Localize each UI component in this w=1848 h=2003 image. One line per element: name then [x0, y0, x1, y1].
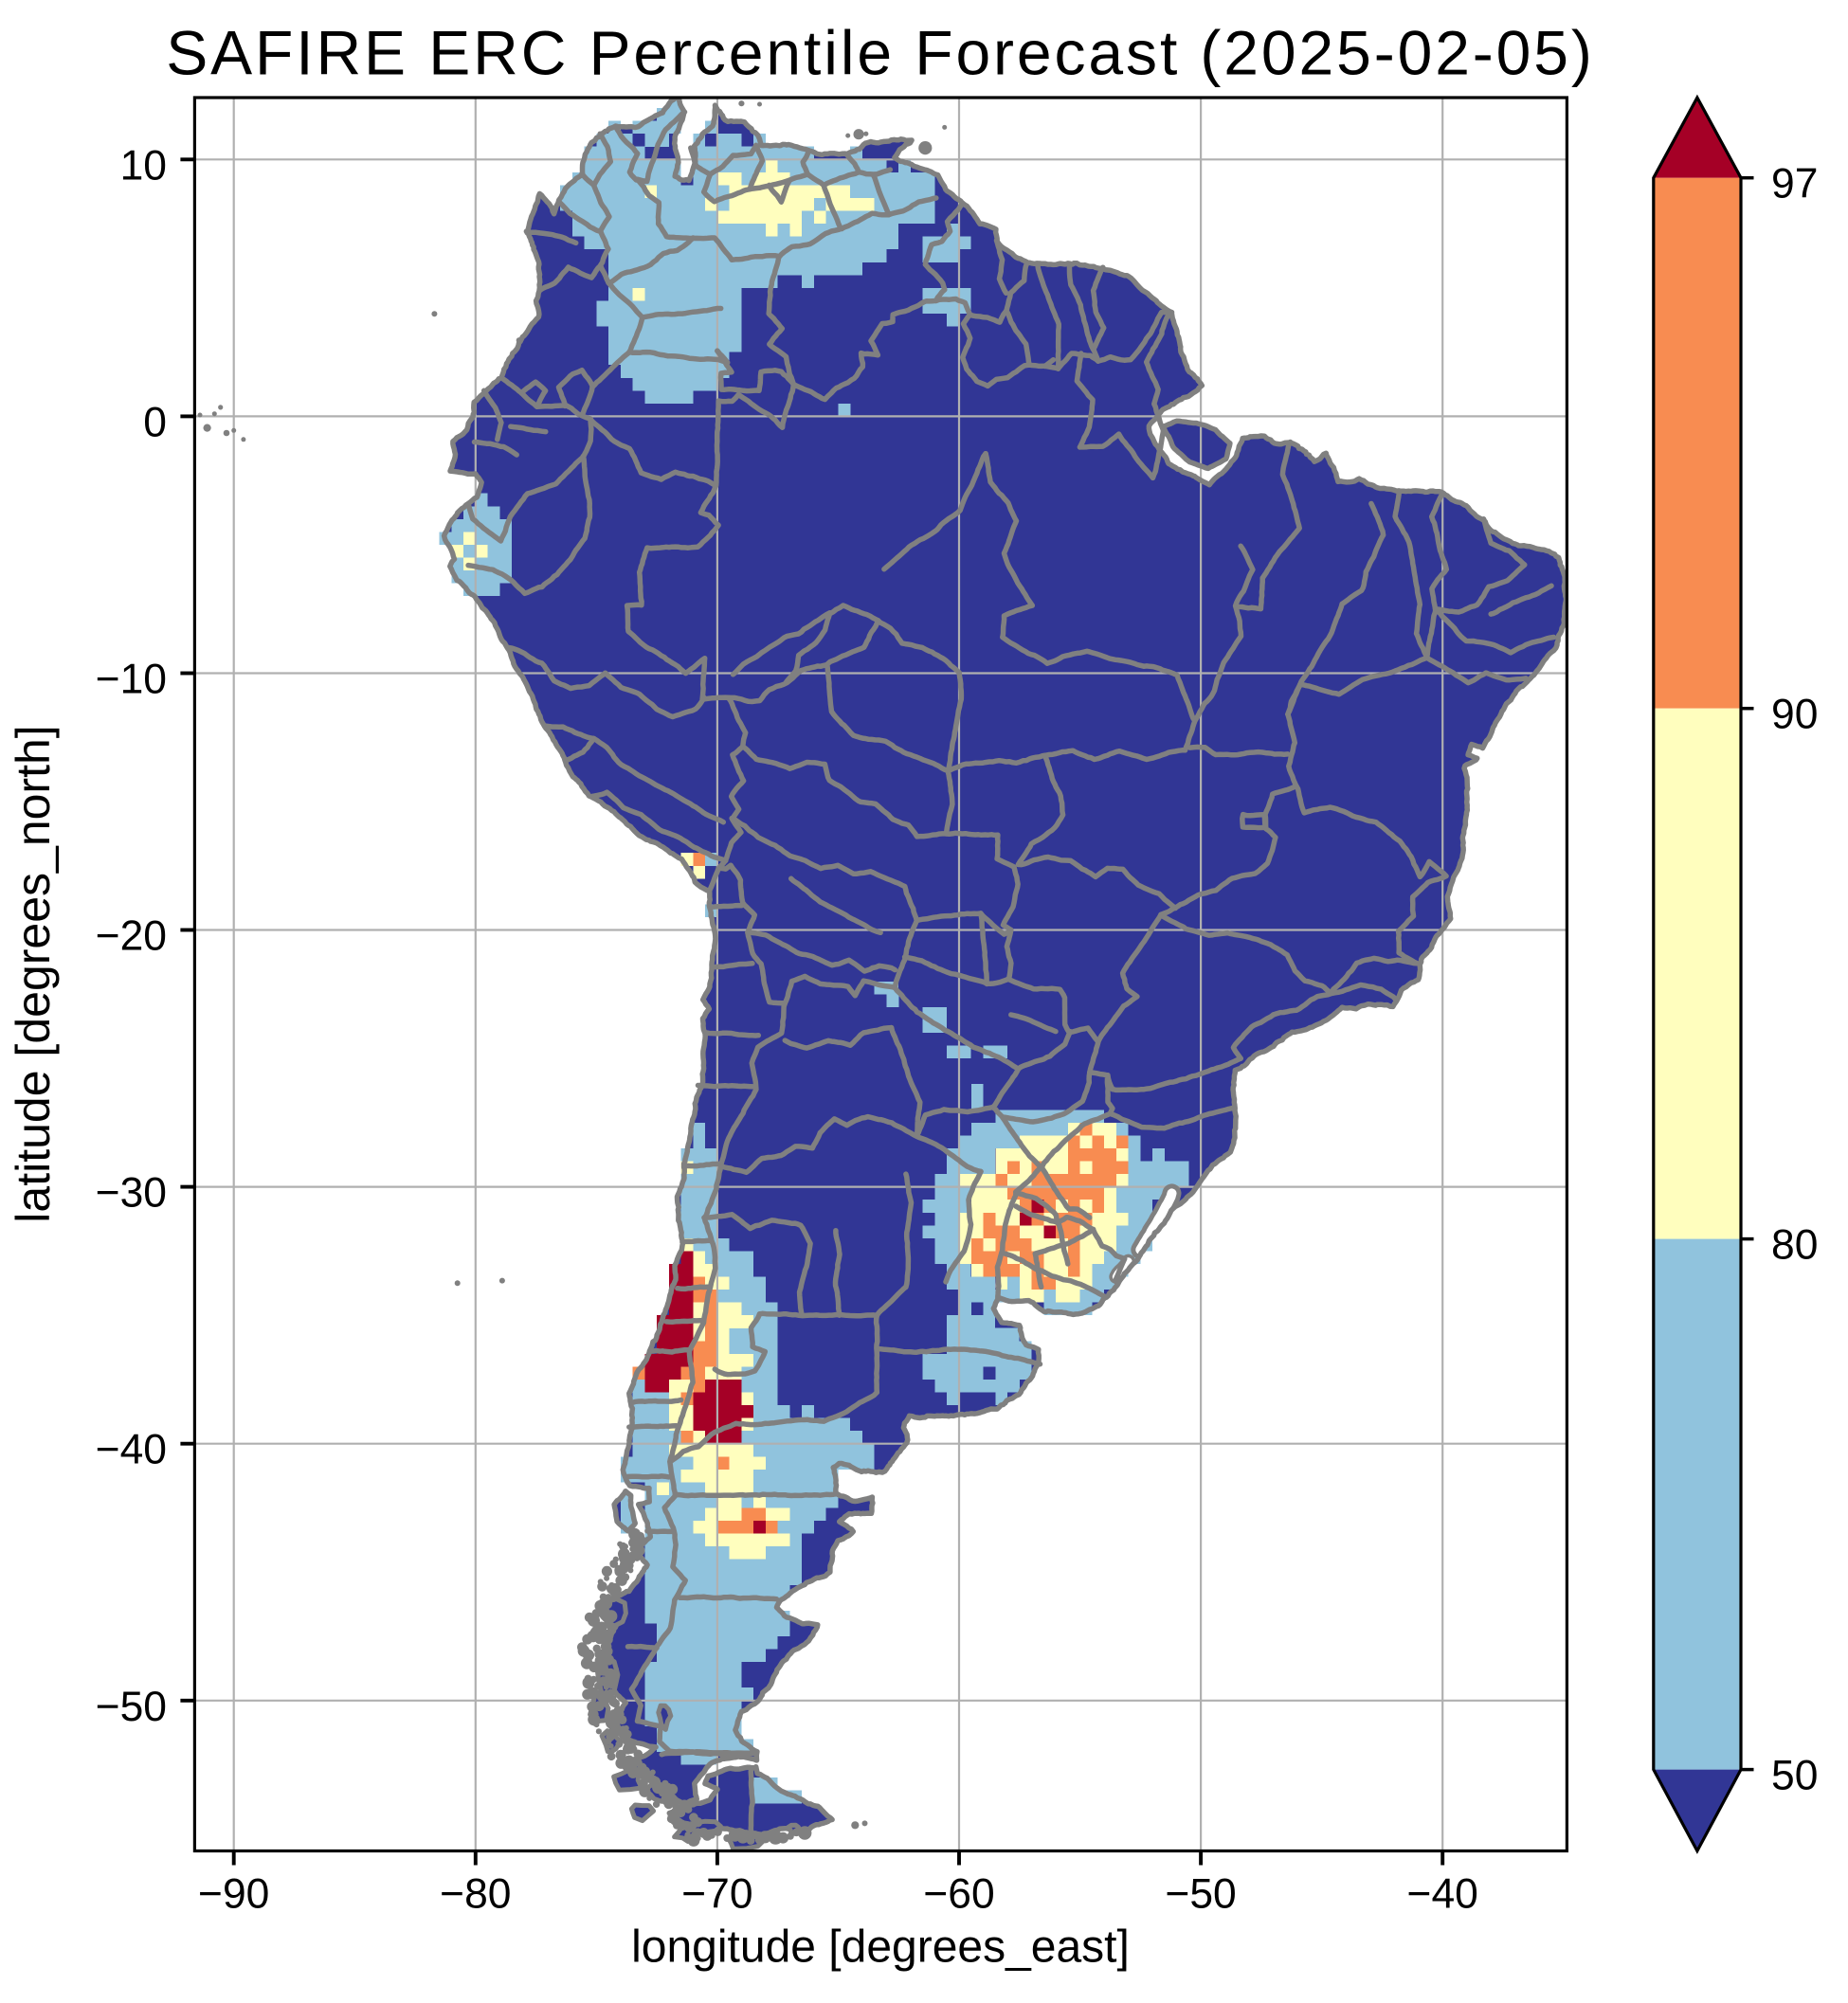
svg-text:−80: −80 — [440, 1871, 511, 1918]
svg-text:latitude [degrees_north]: latitude [degrees_north] — [7, 725, 60, 1222]
svg-text:−90: −90 — [198, 1871, 269, 1918]
svg-text:−60: −60 — [923, 1871, 994, 1918]
svg-text:−40: −40 — [96, 1427, 167, 1473]
svg-text:90: 90 — [1771, 692, 1818, 738]
svg-text:80: 80 — [1771, 1222, 1818, 1269]
svg-text:0: 0 — [143, 399, 167, 445]
svg-text:longitude [degrees_east]: longitude [degrees_east] — [631, 1922, 1130, 1973]
svg-text:−50: −50 — [96, 1684, 167, 1730]
svg-text:50: 50 — [1771, 1753, 1818, 1799]
svg-text:97: 97 — [1771, 161, 1818, 208]
svg-text:10: 10 — [120, 142, 167, 189]
svg-text:−30: −30 — [96, 1170, 167, 1217]
svg-text:−20: −20 — [96, 913, 167, 960]
svg-text:−50: −50 — [1165, 1871, 1236, 1918]
svg-text:−70: −70 — [681, 1871, 752, 1918]
svg-text:−10: −10 — [96, 657, 167, 703]
svg-text:−40: −40 — [1407, 1871, 1478, 1918]
svg-text:SAFIRE ERC Percentile Forecast: SAFIRE ERC Percentile Forecast (2025-02-… — [166, 17, 1595, 87]
